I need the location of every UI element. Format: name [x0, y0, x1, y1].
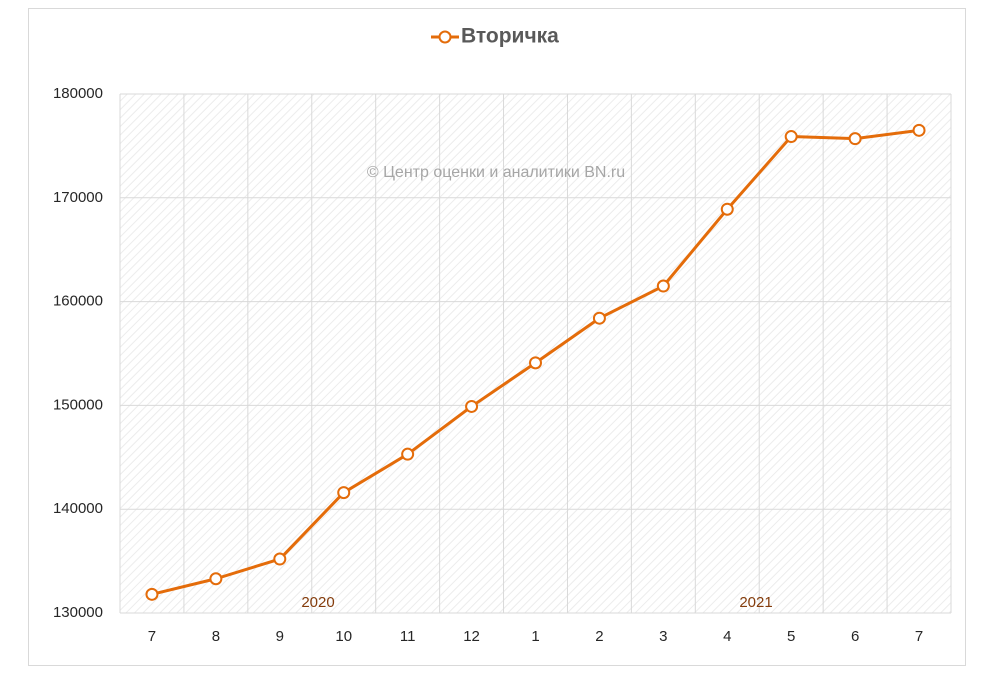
y-tick-label: 180000 — [53, 85, 103, 102]
x-tick-label: 3 — [659, 628, 667, 645]
year-label: 2020 — [301, 594, 334, 611]
x-tick-label: 5 — [787, 628, 795, 645]
y-tick-label: 130000 — [53, 604, 103, 621]
x-tick-label: 4 — [723, 628, 731, 645]
point-marker — [592, 311, 606, 325]
x-tick-label: 6 — [851, 628, 859, 645]
legend-label: Вторичка — [461, 25, 559, 48]
x-tick-label: 12 — [463, 628, 480, 645]
point-marker — [529, 356, 542, 370]
x-tick-label: 7 — [148, 628, 156, 645]
plot-area — [120, 94, 951, 613]
x-tick-label: 10 — [335, 628, 352, 645]
watermark: © Центр оценки и аналитики BN.ru — [367, 164, 625, 181]
x-tick-label: 1 — [531, 628, 539, 645]
point-marker — [465, 399, 479, 413]
point-marker — [848, 132, 862, 146]
point-marker — [337, 486, 351, 500]
year-label: 2021 — [739, 594, 772, 611]
point-marker — [784, 130, 798, 144]
point-marker — [273, 552, 287, 566]
y-tick-label: 150000 — [53, 396, 103, 413]
point-marker — [401, 447, 415, 461]
y-tick-label: 170000 — [53, 189, 103, 206]
x-tick-label: 11 — [400, 628, 416, 645]
x-tick-label: 8 — [212, 628, 220, 645]
x-tick-label: 2 — [595, 628, 603, 645]
point-marker — [912, 123, 926, 137]
x-tick-label: 7 — [915, 628, 923, 645]
point-marker — [209, 572, 223, 586]
x-tick-label: 9 — [276, 628, 284, 645]
y-tick-label: 160000 — [53, 293, 103, 310]
legend-marker — [438, 30, 452, 44]
point-marker — [720, 202, 734, 216]
y-tick-label: 140000 — [53, 500, 103, 517]
point-marker — [145, 587, 159, 601]
point-marker — [656, 279, 670, 293]
